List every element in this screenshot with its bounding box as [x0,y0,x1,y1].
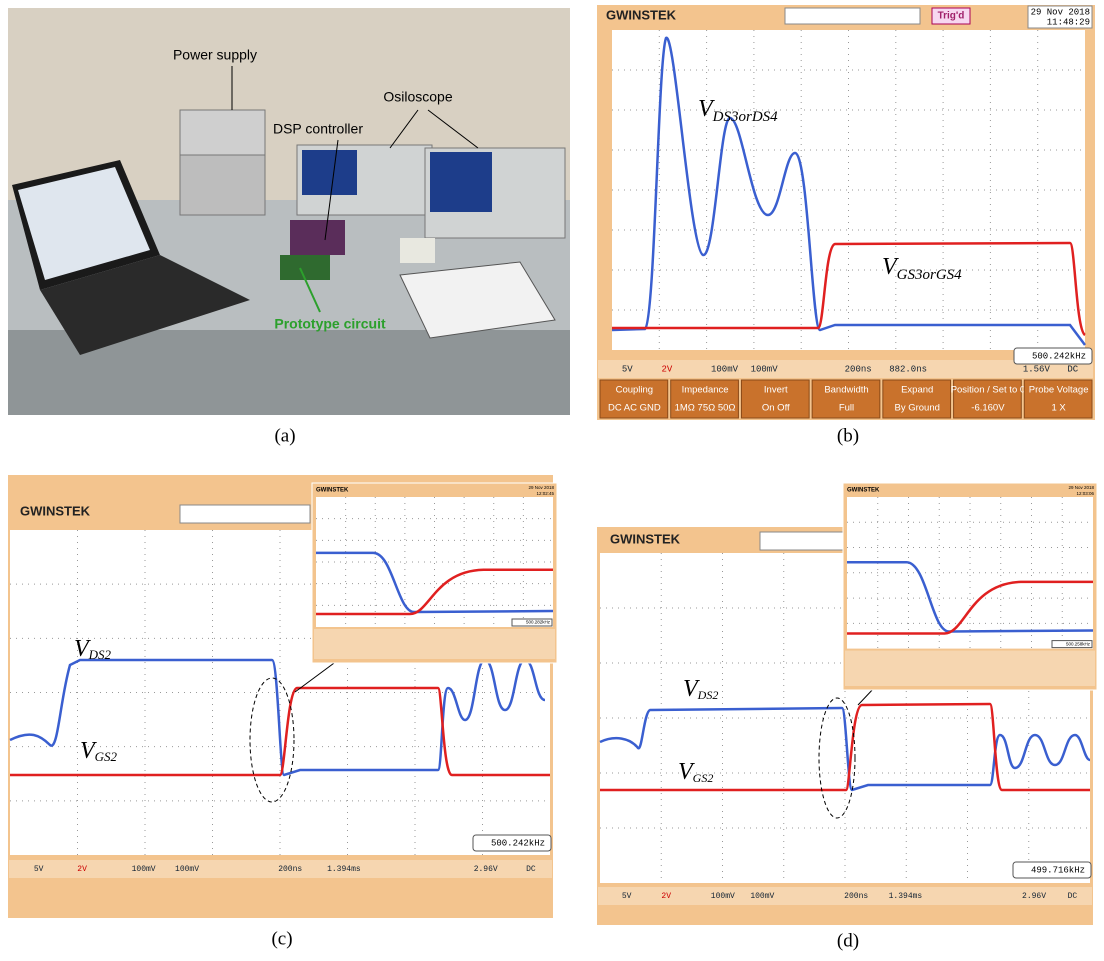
brand: GWINSTEK [20,503,91,518]
caption: (d) [837,930,859,951]
timeline [785,8,920,24]
menu-option: On Off [762,403,790,414]
photo-label: Osiloscope [383,89,452,105]
photo-label: Power supply [173,47,257,63]
date: 29 Nov 2018 [1031,7,1090,17]
status-value: 1.394ms [327,865,361,874]
status-value: 5V [622,364,633,374]
status-value: 2V [77,865,87,874]
menu-option: 1MΩ 75Ω 50Ω [675,403,736,414]
status-value: 2V [662,364,673,374]
status-value: 1.394ms [889,892,923,901]
inset-date: 29 Nov 2018 [528,485,554,490]
photo-label: DSP controller [273,121,363,137]
status-value: 100mV [175,865,199,874]
status-value: 1.56V [1023,364,1051,374]
figure: Power supply DSP controller Osiloscope P… [0,0,1104,956]
subscript: GS3orGS4 [897,267,963,283]
menu-option: DC AC GND [608,403,661,414]
status-value: 5V [622,892,632,901]
status-value: 882.0ns [889,364,927,374]
subscript: DS2 [697,688,719,702]
subscript: GS2 [693,771,714,785]
status-value: 100mV [132,865,156,874]
menu-option: 1 X [1052,403,1067,414]
status-value: 5V [34,865,44,874]
status-value: DC [1068,892,1078,901]
caption: (b) [837,425,859,446]
status-value: 200ns [844,892,868,901]
status-value: 2.96V [1022,892,1046,901]
menu-title: Position / Set to 0 [951,385,1025,396]
frequency: 500.242kHz [491,838,545,848]
brand: GWINSTEK [610,531,681,546]
status-value: DC [526,865,536,874]
menu-title: Invert [764,385,788,396]
menu-option: -6.160V [971,403,1005,414]
menu-title: Probe Voltage [1029,385,1089,396]
lab-photo [8,8,570,415]
status-value: 100mV [750,892,774,901]
status-value: DC [1067,364,1078,374]
inset-screen [316,497,553,627]
menu-option: Full [839,403,854,414]
frequency: 499.716kHz [1031,865,1085,875]
inset-frequency: 500.258kHz [1066,641,1091,646]
status-value: 100mV [711,364,739,374]
inset-frequency: 500.282kHz [526,620,551,625]
status-value: 100mV [711,892,735,901]
menu-title: Bandwidth [824,385,868,396]
inset-status-bar [845,651,1095,686]
subscript: DS3orDS4 [712,109,779,125]
subscript: GS2 [95,749,118,764]
status-value: 100mV [751,364,779,374]
time: 11:48:29 [1047,17,1090,27]
caption: (c) [271,928,292,949]
status-value: 200ns [845,364,872,374]
inset-time: 12:03:06 [1076,491,1094,496]
inset-brand: GWINSTEK [316,488,349,494]
menu-title: Coupling [616,385,654,396]
trigger: Trig'd [938,11,965,22]
caption: (a) [274,425,295,446]
menu-title: Expand [901,385,933,396]
status-value: 2.96V [474,865,498,874]
subscript: DS2 [88,647,112,662]
menu-title: Impedance [682,385,729,396]
timeline [180,505,310,523]
inset-time: 12:02:45 [536,491,554,496]
inset-date: 29 Nov 2018 [1068,485,1094,490]
inset-brand: GWINSTEK [847,488,880,494]
status-value: 200ns [278,865,302,874]
status-value: 2V [661,892,671,901]
brand: GWINSTEK [606,7,677,22]
photo-label: Prototype circuit [274,316,386,332]
inset-status-bar [314,629,555,659]
frequency: 500.242kHz [1032,351,1086,361]
menu-option: By Ground [895,403,940,414]
